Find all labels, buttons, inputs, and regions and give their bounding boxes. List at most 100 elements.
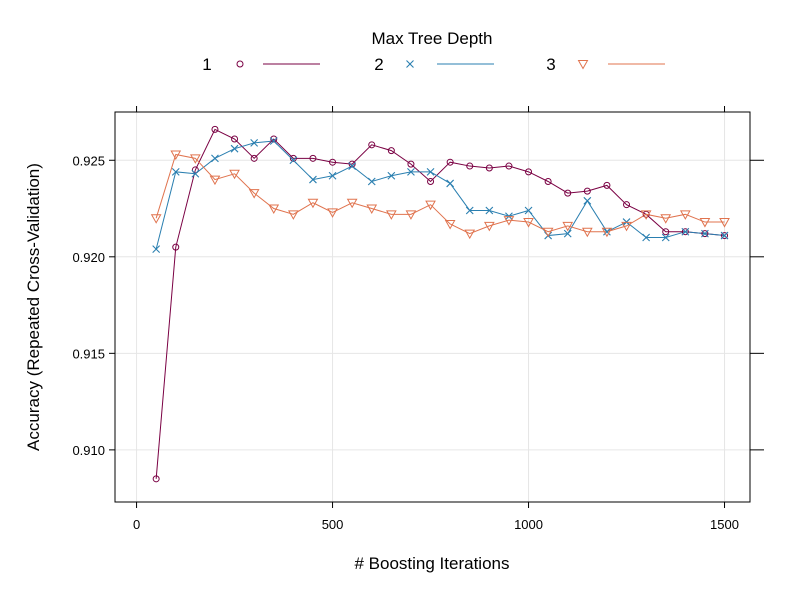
x-marker-stroke (426, 167, 435, 176)
data-point (270, 135, 278, 143)
data-point (681, 228, 689, 236)
series-line-depth-3 (155, 153, 725, 235)
data-point (152, 475, 160, 483)
legend: Max Tree Depth 1 2 3 (202, 29, 665, 74)
data-point (623, 201, 631, 209)
series-line-depth-1 (155, 128, 725, 479)
data-point (348, 160, 356, 168)
data-point (661, 233, 670, 242)
data-point (231, 135, 239, 143)
data-point (542, 227, 554, 238)
series-line-depth-2 (155, 140, 725, 250)
x-marker-stroke (367, 177, 376, 186)
data-point (719, 218, 730, 228)
x-marker-stroke (446, 179, 455, 188)
data-point (190, 154, 201, 164)
legend-label: 2 (374, 55, 383, 74)
y-tick-label: 0.925 (72, 153, 105, 168)
data-point (427, 178, 435, 186)
x-marker-stroke (642, 233, 651, 242)
x-marker-stroke (407, 167, 415, 176)
data-point (327, 208, 338, 218)
data-point (385, 210, 397, 220)
series-markers (150, 125, 730, 483)
legend-label: 1 (202, 55, 211, 74)
data-point (287, 210, 299, 220)
data-point (662, 228, 670, 236)
x-marker-stroke (211, 154, 219, 163)
data-point (701, 230, 709, 238)
data-point (329, 158, 337, 166)
data-point (150, 214, 162, 224)
x-tick-label: 500 (322, 517, 344, 532)
x-marker-stroke (191, 169, 200, 178)
data-point (289, 154, 297, 162)
data-point (209, 175, 221, 186)
data-point (485, 206, 494, 215)
x-marker-stroke (289, 156, 298, 165)
data-point (307, 198, 319, 209)
data-point (465, 206, 474, 215)
data-point (211, 154, 219, 163)
x-marker-stroke (309, 175, 317, 184)
data-point (485, 164, 493, 172)
legend-title: Max Tree Depth (372, 29, 493, 48)
data-point (309, 175, 317, 184)
data-point (681, 227, 690, 236)
x-marker-stroke (171, 167, 180, 176)
x-tick-label: 1500 (710, 517, 739, 532)
y-tick-label: 0.920 (72, 250, 105, 265)
data-point (268, 204, 280, 215)
series-markers-depth-3 (150, 150, 730, 240)
x-tick-label: 1000 (514, 517, 543, 532)
x-marker-stroke (583, 196, 592, 205)
x-marker-stroke (485, 206, 494, 215)
series-markers-depth-2 (152, 137, 729, 253)
data-point (407, 160, 415, 168)
data-point (407, 167, 415, 176)
x-marker-stroke (720, 231, 729, 240)
data-point (172, 243, 180, 251)
data-point (191, 166, 199, 174)
x-marker-stroke (465, 206, 474, 215)
data-point (366, 204, 378, 215)
x-tick-label: 0 (133, 517, 140, 532)
data-point (309, 154, 317, 162)
data-point (660, 214, 672, 224)
data-point (523, 218, 534, 228)
axes: 0 500 1000 1500 0.910 0.915 0.920 0.925 (72, 106, 764, 532)
data-point (269, 137, 278, 145)
x-marker-stroke (387, 171, 396, 180)
data-point (464, 229, 476, 240)
data-point (524, 206, 533, 215)
y-tick-label: 0.915 (72, 346, 105, 361)
data-point (328, 171, 337, 180)
x-marker-stroke (250, 139, 259, 147)
data-point (346, 198, 358, 209)
data-point (679, 210, 691, 220)
data-point (250, 139, 259, 147)
data-point (230, 144, 239, 153)
data-point (525, 168, 533, 176)
grid (115, 112, 750, 502)
x-marker-stroke (230, 144, 239, 153)
legend-marker (577, 60, 589, 70)
data-point (425, 200, 436, 211)
legend-entry-3: 3 (546, 55, 665, 74)
y-tick-label: 0.910 (72, 443, 105, 458)
legend-label: 3 (546, 55, 555, 74)
data-point (446, 158, 454, 166)
data-point (701, 229, 709, 238)
x-marker-stroke (328, 171, 337, 180)
data-point (583, 187, 591, 195)
data-point (581, 227, 593, 238)
data-point (229, 169, 240, 180)
x-marker-stroke (563, 229, 572, 238)
data-point (720, 231, 729, 240)
data-point (368, 141, 376, 149)
data-point (563, 229, 572, 238)
x-marker-stroke (269, 137, 278, 145)
x-marker-stroke (661, 233, 670, 242)
data-point (248, 189, 260, 199)
data-point (721, 232, 729, 240)
